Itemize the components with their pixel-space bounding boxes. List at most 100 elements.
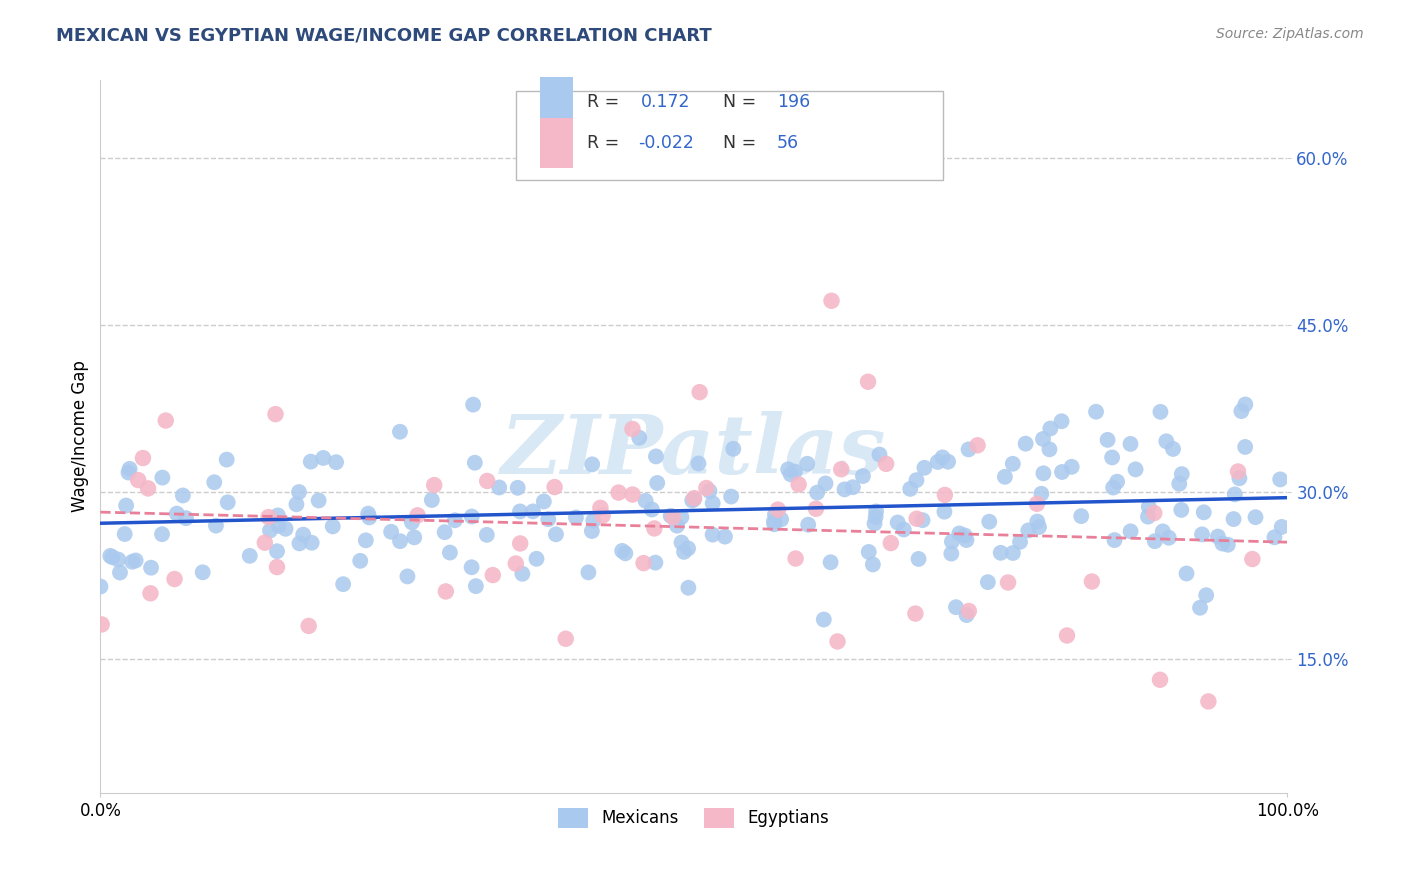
Point	[763, 517, 786, 532]
Point	[1230, 404, 1253, 418]
Point	[288, 485, 311, 500]
Point	[645, 450, 668, 464]
Text: ZIPatlas: ZIPatlas	[501, 410, 887, 491]
Y-axis label: Wage/Income Gap: Wage/Income Gap	[72, 360, 89, 512]
Point	[904, 607, 927, 621]
Point	[1008, 534, 1031, 549]
Point	[357, 507, 380, 521]
Point	[433, 525, 456, 540]
Point	[108, 566, 131, 580]
Legend: Mexicans, Egyptians: Mexicans, Egyptians	[551, 802, 837, 834]
Point	[1244, 510, 1267, 524]
Point	[127, 473, 149, 487]
Point	[1157, 531, 1180, 545]
Point	[118, 462, 141, 476]
Point	[1085, 405, 1108, 419]
Point	[830, 462, 852, 476]
Point	[217, 495, 239, 509]
Text: R =: R =	[586, 134, 624, 153]
Point	[205, 518, 228, 533]
Point	[842, 480, 865, 494]
Point	[1211, 536, 1233, 550]
Point	[505, 557, 527, 571]
Point	[98, 549, 121, 563]
Point	[979, 515, 1001, 529]
Point	[322, 519, 344, 533]
Point	[941, 534, 963, 549]
Point	[945, 600, 967, 615]
Point	[150, 527, 173, 541]
Point	[634, 493, 657, 508]
Point	[509, 536, 531, 550]
Point	[136, 482, 159, 496]
Point	[893, 523, 915, 537]
Point	[354, 533, 377, 548]
Point	[1050, 414, 1073, 428]
Text: MEXICAN VS EGYPTIAN WAGE/INCOME GAP CORRELATION CHART: MEXICAN VS EGYPTIAN WAGE/INCOME GAP CORR…	[56, 27, 711, 45]
Point	[607, 485, 630, 500]
Point	[380, 524, 402, 539]
Point	[957, 442, 980, 457]
Point	[121, 555, 143, 569]
Text: -0.022: -0.022	[638, 134, 695, 153]
Point	[814, 476, 837, 491]
Point	[1136, 509, 1159, 524]
Point	[994, 470, 1017, 484]
Point	[612, 544, 634, 558]
Point	[308, 493, 330, 508]
Point	[1234, 440, 1257, 454]
Point	[820, 555, 842, 569]
Point	[274, 522, 297, 536]
Point	[1031, 487, 1053, 501]
Point	[1137, 500, 1160, 514]
Point	[683, 491, 706, 505]
Point	[676, 541, 699, 556]
Point	[406, 508, 429, 523]
Bar	[540, 119, 572, 169]
Point	[797, 517, 820, 532]
Text: R =: R =	[586, 94, 624, 112]
Point	[1175, 566, 1198, 581]
Point	[779, 467, 801, 482]
Point	[512, 566, 534, 581]
Point	[90, 617, 112, 632]
Point	[1168, 476, 1191, 491]
Point	[312, 450, 335, 465]
Point	[763, 508, 786, 522]
Point	[1039, 421, 1062, 435]
Point	[460, 560, 482, 574]
Point	[114, 527, 136, 541]
Point	[301, 535, 323, 549]
Point	[723, 442, 745, 456]
Point	[1107, 475, 1129, 489]
Point	[163, 572, 186, 586]
Point	[439, 545, 461, 559]
Point	[132, 450, 155, 465]
Point	[820, 293, 842, 308]
Point	[359, 510, 381, 524]
Point	[953, 528, 976, 542]
Point	[643, 521, 665, 535]
Point	[401, 516, 423, 530]
Point	[941, 547, 963, 561]
Point	[1026, 515, 1049, 529]
Point	[299, 455, 322, 469]
Point	[404, 530, 426, 544]
Point	[681, 493, 703, 508]
Point	[543, 480, 565, 494]
Point	[673, 545, 696, 559]
Point	[633, 556, 655, 570]
Point	[912, 460, 935, 475]
Point	[461, 509, 484, 524]
Point	[997, 575, 1019, 590]
Point	[880, 536, 903, 550]
Point	[689, 385, 711, 400]
Point	[762, 514, 785, 528]
Point	[202, 475, 225, 490]
Point	[592, 508, 614, 523]
Point	[695, 481, 717, 495]
Point	[1171, 467, 1194, 482]
Point	[1197, 694, 1219, 708]
Point	[783, 465, 806, 479]
Point	[259, 524, 281, 538]
